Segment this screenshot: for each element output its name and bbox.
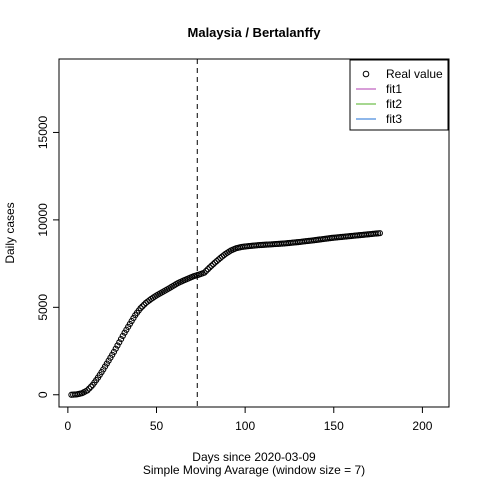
data-point	[208, 262, 215, 269]
data-point	[112, 345, 119, 352]
y-tick-label: 10000	[36, 203, 50, 237]
data-point	[140, 301, 148, 308]
x-tick-label: 50	[150, 419, 164, 433]
legend-label-fit1: fit1	[386, 82, 402, 96]
x-tick-label: 200	[412, 419, 432, 433]
x-axis: 0 50 100 150 200	[65, 407, 433, 433]
data-point	[211, 259, 219, 266]
legend-label-real-value: Real value	[386, 67, 443, 81]
data-point	[110, 348, 118, 356]
data-point	[206, 264, 213, 271]
data-point	[119, 332, 126, 339]
data-point	[114, 342, 121, 349]
chart-title: Malaysia / Bertalanffy	[188, 25, 322, 40]
real-value-points	[68, 230, 383, 398]
data-point	[213, 257, 220, 265]
y-tick-label: 0	[36, 391, 50, 398]
plot-frame	[58, 58, 450, 408]
x-tick-label: 100	[235, 419, 255, 433]
x-tick-label: 0	[65, 419, 72, 433]
data-point	[84, 387, 91, 394]
legend-label-fit2: fit2	[386, 97, 402, 111]
data-point	[139, 303, 146, 310]
data-point	[203, 267, 210, 275]
data-point	[137, 305, 144, 312]
data-point	[87, 383, 95, 390]
x-axis-label: Days since 2020-03-09	[192, 450, 316, 464]
x-tick-label: 150	[324, 419, 344, 433]
x-axis-sublabel: Simple Moving Avarage (window size = 7)	[143, 463, 365, 477]
data-point	[376, 230, 383, 237]
data-point	[116, 339, 123, 346]
legend: Real value fit1 fit2 fit3	[349, 59, 449, 131]
data-point	[86, 385, 93, 392]
data-point	[117, 335, 125, 343]
y-axis-label: Daily cases	[3, 202, 17, 263]
data-point	[210, 261, 217, 268]
legend-point-marker	[362, 70, 370, 78]
data-point	[204, 266, 212, 273]
y-tick-label: 15000	[36, 115, 50, 149]
legend-label-fit3: fit3	[386, 112, 402, 126]
data-point	[201, 269, 208, 276]
y-tick-label: 5000	[36, 294, 50, 321]
y-axis: 0 5000 10000 15000	[36, 115, 59, 398]
